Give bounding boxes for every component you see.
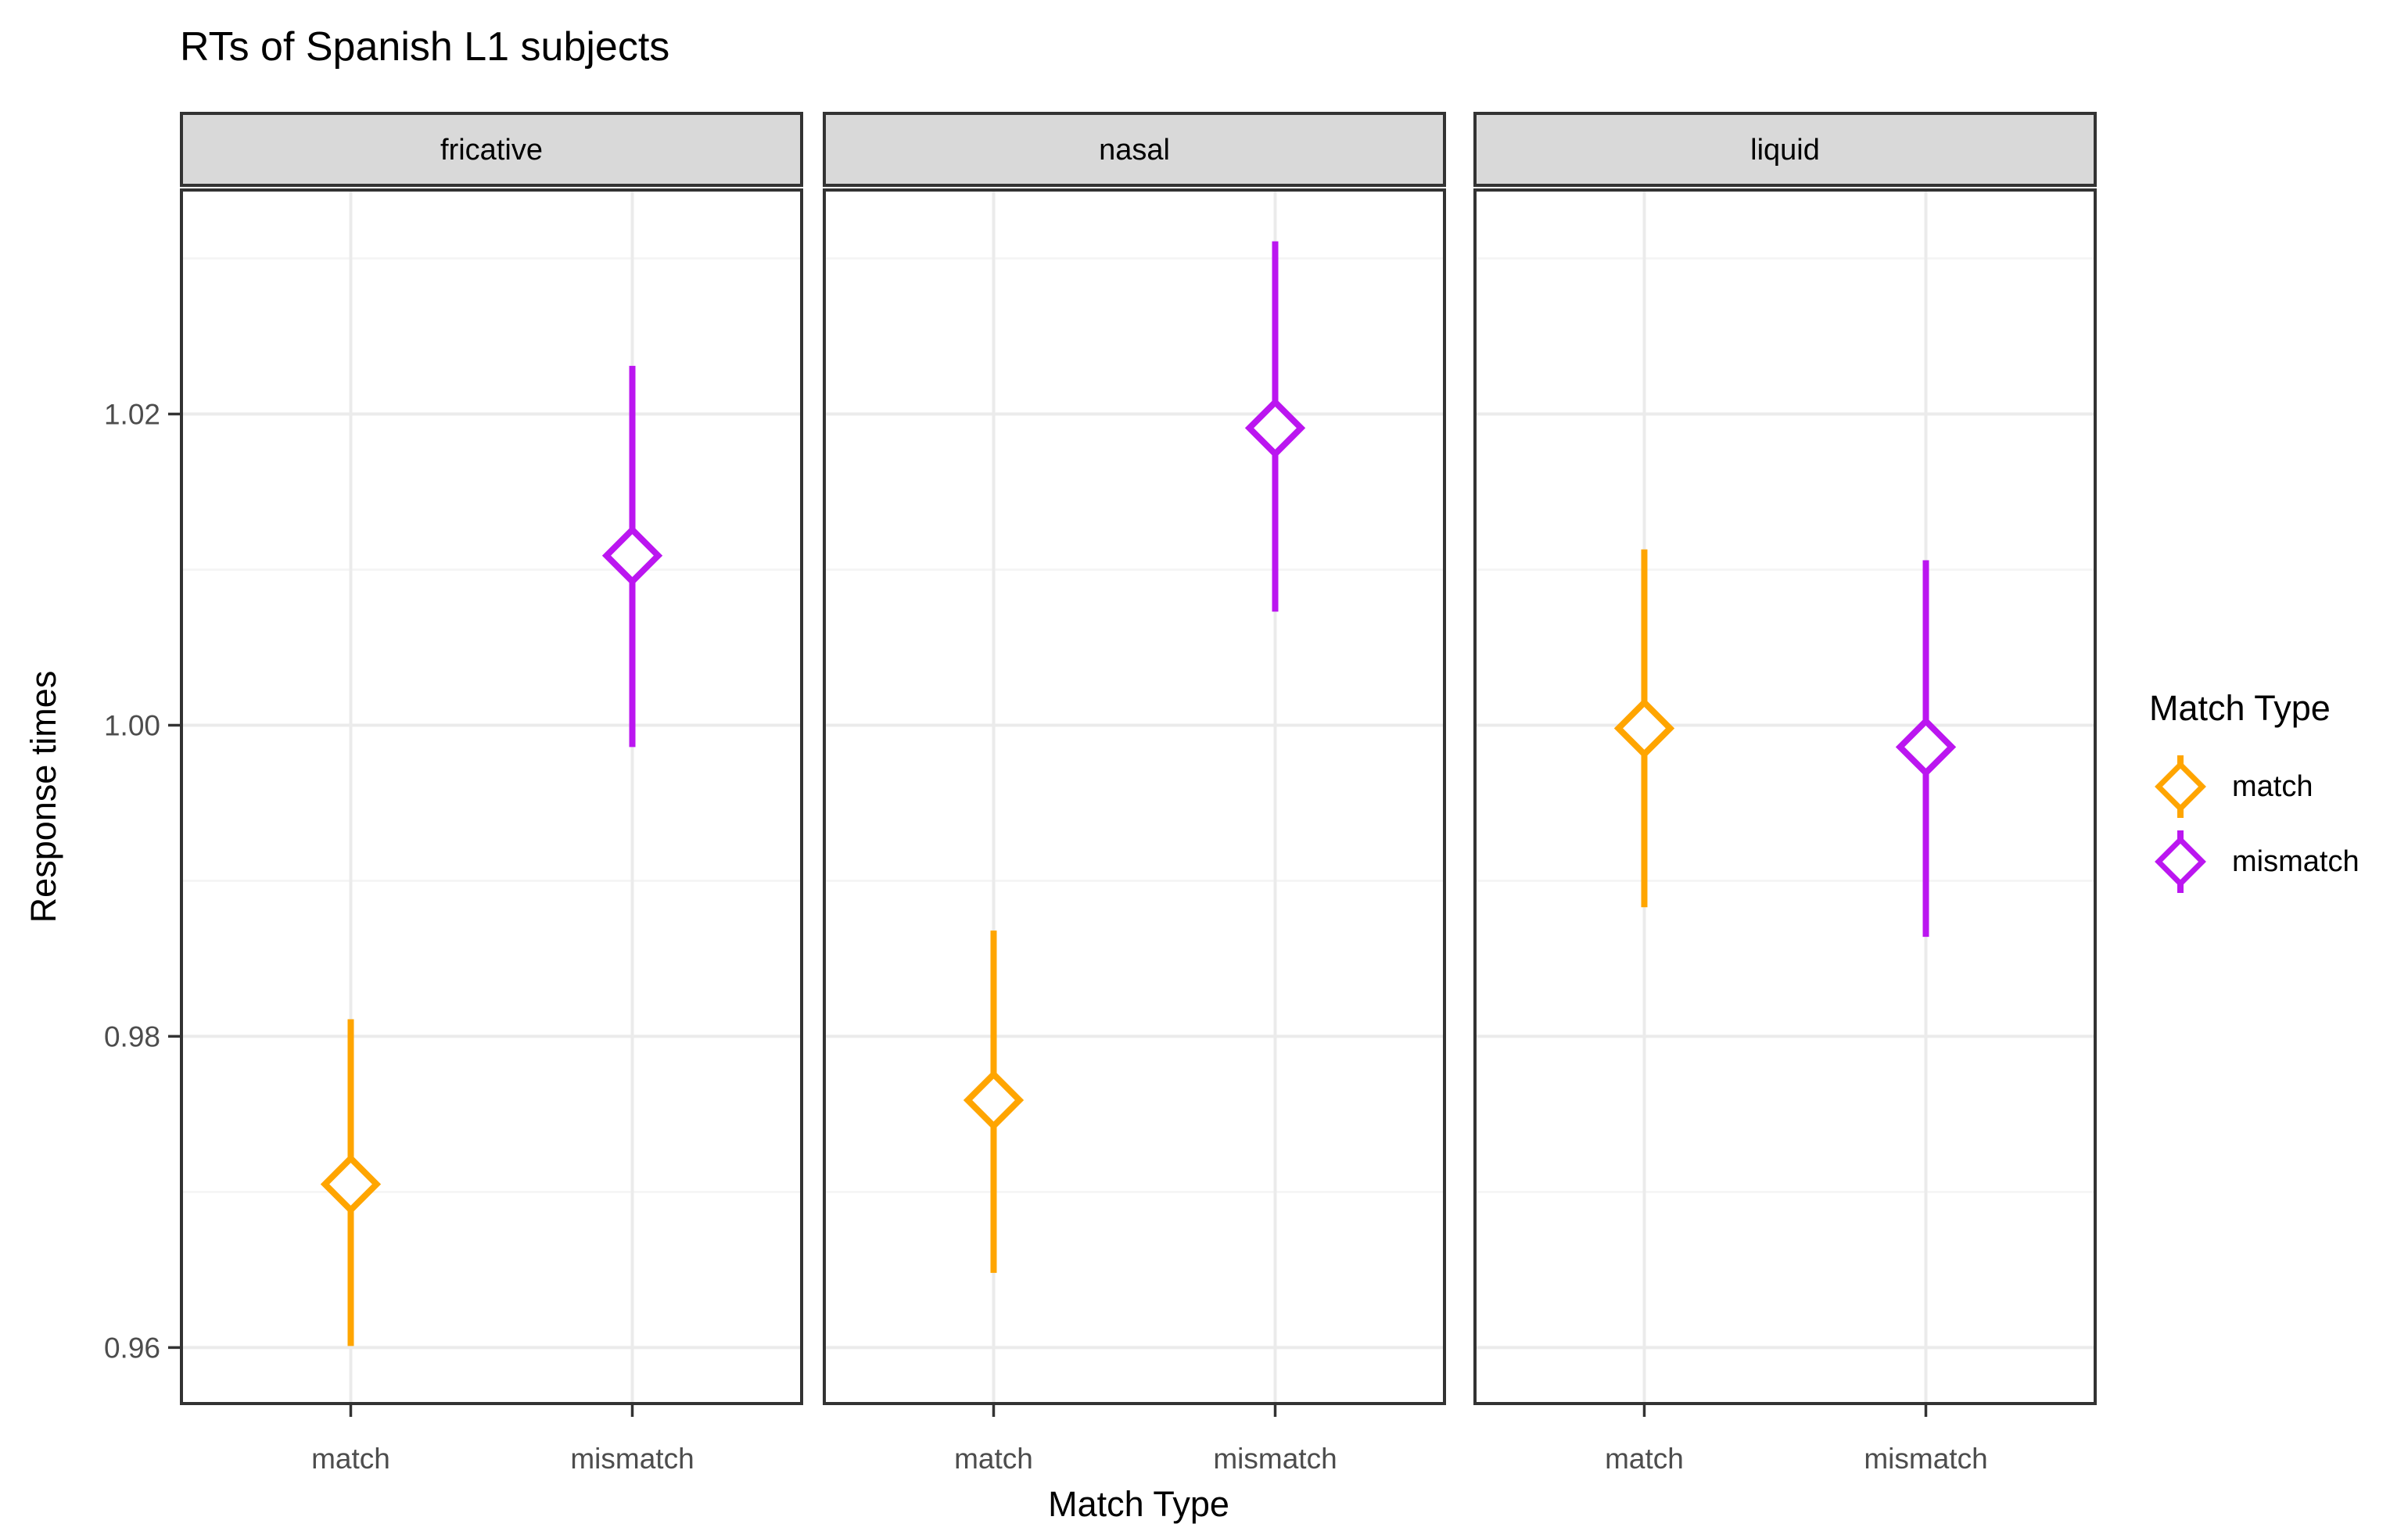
legend-item-mismatch: mismatch [2149,824,2360,899]
facet-fricative: match mismatch fricative [180,112,803,1475]
x-tick-label: mismatch [1864,1443,1987,1475]
x-tick-label: match [1605,1443,1684,1475]
panel-background [181,190,802,1404]
y-tick-label: 1.00 [104,709,160,741]
facet-strip-label: fricative [440,134,543,167]
legend-label-match: match [2232,769,2313,803]
facet-strip-label: liquid [1750,134,1820,167]
point-diamond-mismatch [1244,397,1306,459]
match-pointrange-icon [2155,755,2206,818]
panel-border [823,188,1446,1405]
facet-liquid: match mismatch liquid [1473,112,2097,1475]
panel-background [1475,190,2095,1404]
y-tick-label: 0.98 [104,1020,160,1052]
legend: Match Type match mismatch [2149,688,2360,899]
legend-item-match: match [2149,749,2360,824]
x-axis-title: Match Type [1048,1484,1229,1524]
point-diamond-match [1613,697,1675,759]
legend-title: Match Type [2149,688,2331,728]
facet-nasal: match mismatch nasal [823,112,1446,1475]
facet-strip [1473,112,2097,187]
chart-title: RTs of Spanish L1 subjects [180,24,670,70]
y-axis-title: Response times [23,670,63,923]
point-diamond-match [320,1153,382,1215]
panel-border [180,188,803,1405]
point-diamond-mismatch [601,525,663,586]
facet-strip [823,112,1446,187]
legend-label-mismatch: mismatch [2232,844,2360,878]
y-tick-label: 0.96 [104,1332,160,1364]
x-tick-label: mismatch [570,1443,694,1475]
panel-background [824,190,1444,1404]
facet-strip-label: nasal [1099,134,1170,167]
mismatch-pointrange-icon [2155,830,2206,893]
x-tick-label: match [311,1443,390,1475]
point-diamond-mismatch [1895,716,1957,777]
x-tick-label: mismatch [1213,1443,1337,1475]
facet-strip [180,112,803,187]
panel-border [1473,188,2097,1405]
y-tick-label: 1.02 [104,399,160,431]
x-tick-label: match [954,1443,1033,1475]
point-diamond-match [963,1070,1025,1131]
